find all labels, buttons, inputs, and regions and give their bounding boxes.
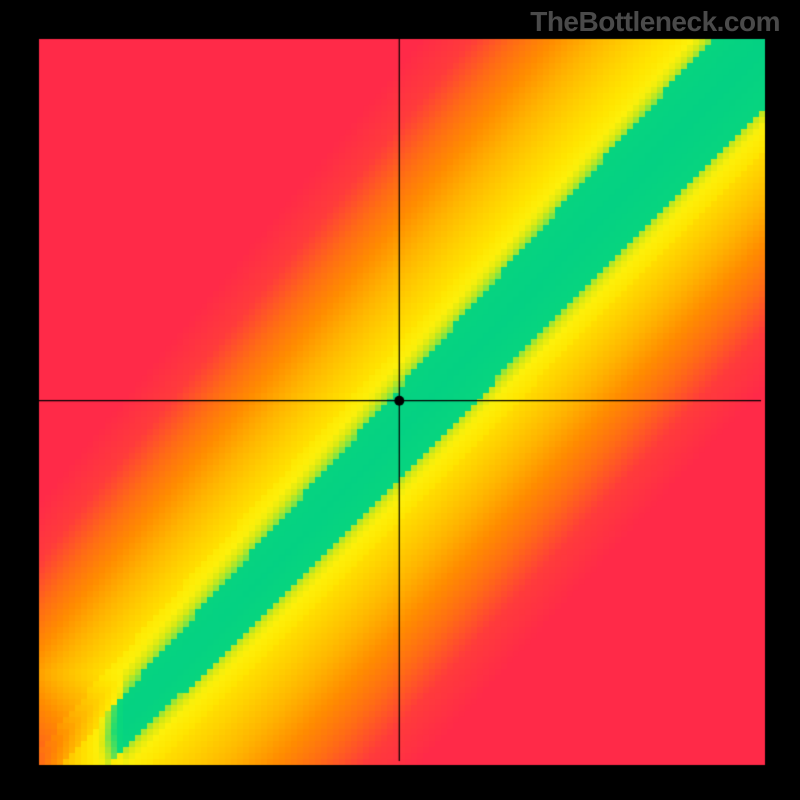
chart-container: TheBottleneck.com <box>0 0 800 800</box>
heatmap-canvas <box>0 0 800 800</box>
watermark-text: TheBottleneck.com <box>530 6 780 38</box>
